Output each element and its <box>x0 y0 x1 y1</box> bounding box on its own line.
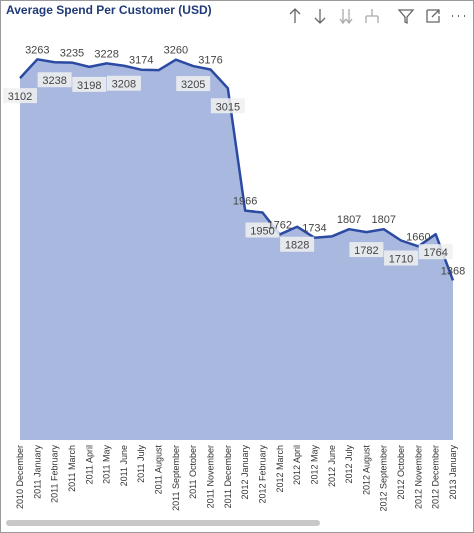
value-label-box <box>418 244 453 260</box>
x-tick-label: 2012 February <box>257 445 267 504</box>
x-tick-label: 2012 September <box>379 445 389 512</box>
filter-icon[interactable] <box>397 9 415 25</box>
value-label: 1782 <box>354 245 378 257</box>
x-tick-label: 2012 April <box>292 445 302 485</box>
focus-icon[interactable] <box>426 9 440 23</box>
value-label-box <box>37 72 72 88</box>
x-tick-label: 2012 January <box>240 445 250 500</box>
value-label: 3263 <box>25 44 49 56</box>
x-tick-label: 2011 October <box>188 445 198 499</box>
value-label: 3260 <box>164 45 188 57</box>
value-label: 1764 <box>423 247 447 259</box>
x-tick-label: 2012 March <box>275 445 285 493</box>
value-label: 1807 <box>371 214 395 226</box>
value-label-box <box>280 236 315 252</box>
x-tick-label: 2011 August <box>154 445 164 495</box>
value-label-box <box>245 222 280 238</box>
x-tick-label: 2012 October <box>396 445 406 500</box>
value-label: 3208 <box>112 79 136 91</box>
hierarchy-icon[interactable] <box>365 9 379 23</box>
value-label: 3228 <box>94 48 118 60</box>
value-label: 1660 <box>406 231 430 243</box>
x-tick-label: 2011 November <box>206 445 216 508</box>
value-label: 1828 <box>285 240 309 252</box>
value-label-box <box>349 242 384 258</box>
x-tick-label: 2011 July <box>136 445 146 483</box>
value-label-box <box>176 76 211 92</box>
value-label-box <box>384 250 419 266</box>
value-label: 3235 <box>60 48 84 60</box>
value-label: 1950 <box>250 226 274 238</box>
x-tick-label: 2011 December <box>223 445 233 508</box>
value-label-box <box>72 76 107 92</box>
x-tick-label: 2012 November <box>413 445 423 509</box>
x-tick-label: 2011 April <box>84 445 94 484</box>
x-tick-label: 2012 June <box>327 445 337 487</box>
sort-up-icon[interactable] <box>289 8 301 23</box>
value-label: 3015 <box>216 101 240 113</box>
value-label: 1368 <box>441 265 465 277</box>
x-tick-label: 2010 December <box>15 445 25 509</box>
value-label-box <box>210 98 245 114</box>
toolbar[interactable] <box>289 8 465 25</box>
x-tick-label: 2012 December <box>431 445 441 509</box>
area <box>20 59 453 441</box>
x-tick-label: 2011 September <box>171 445 181 511</box>
value-label: 1710 <box>389 254 413 266</box>
value-label: 3102 <box>8 91 32 103</box>
x-tick-label: 2012 August <box>361 445 371 496</box>
value-label-box <box>106 75 141 91</box>
value-label: 1807 <box>337 214 361 226</box>
value-label: 3205 <box>181 79 205 91</box>
value-label: 3174 <box>129 55 153 67</box>
x-tick-label: 2011 March <box>67 445 77 492</box>
x-tick-label: 2011 January <box>32 445 42 499</box>
value-label: 3198 <box>77 80 101 92</box>
x-tick-label: 2013 January <box>448 445 458 500</box>
value-label-box <box>3 88 37 104</box>
value-label: 3238 <box>42 75 66 87</box>
value-label: 3176 <box>198 54 222 66</box>
value-label: 1966 <box>233 196 257 208</box>
scrollbar[interactable] <box>6 520 320 526</box>
x-tick-label: 2011 May <box>102 445 112 484</box>
sort-down-icon[interactable] <box>314 9 326 24</box>
chart-title: Average Spend Per Customer (USD) <box>6 3 212 17</box>
expand-all-icon[interactable] <box>339 9 353 25</box>
value-label: 1734 <box>302 223 326 235</box>
value-label: 1762 <box>268 219 292 231</box>
x-tick-label: 2011 June <box>119 445 129 486</box>
x-tick-label: 2012 May <box>309 445 319 485</box>
x-tick-label: 2011 February <box>50 445 60 503</box>
x-tick-label: 2012 July <box>344 445 354 484</box>
line <box>19 58 455 281</box>
